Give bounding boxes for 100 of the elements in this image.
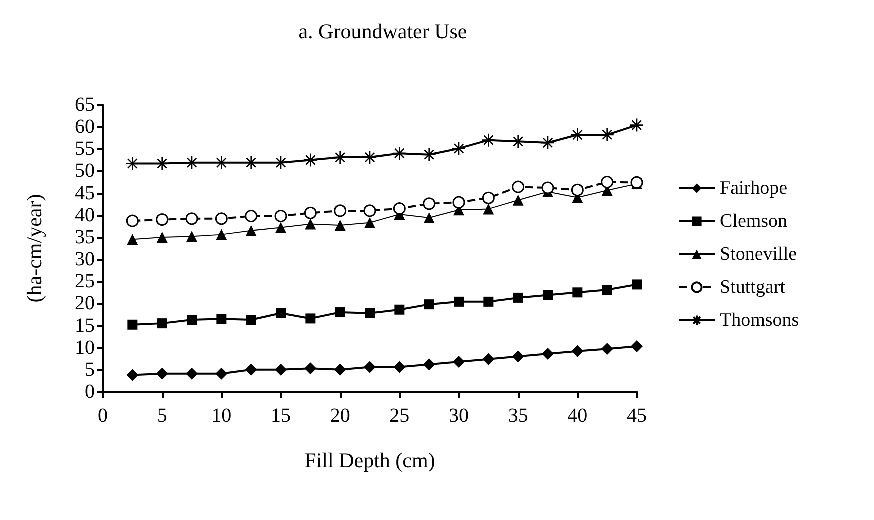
point — [306, 314, 316, 324]
point — [187, 315, 197, 326]
point — [274, 210, 288, 223]
point — [512, 180, 525, 194]
point — [513, 292, 524, 303]
point — [126, 369, 139, 382]
point — [482, 192, 495, 204]
point — [453, 356, 465, 368]
point — [244, 156, 258, 170]
point — [305, 218, 316, 230]
y-tick-label: 40 — [75, 204, 95, 226]
point — [215, 212, 228, 226]
x-tick-label: 45 — [627, 405, 647, 427]
y-tick-label: 35 — [75, 226, 95, 248]
point — [214, 156, 229, 170]
point — [630, 118, 644, 132]
point — [393, 202, 406, 216]
point — [155, 156, 170, 171]
x-tick-label: 20 — [330, 405, 350, 427]
legend-label: Thomsons — [720, 310, 800, 331]
point — [542, 182, 554, 194]
point — [394, 361, 406, 374]
point — [424, 300, 434, 310]
y-tick-label: 20 — [75, 292, 95, 315]
legend-label: Fairhope — [720, 178, 788, 199]
point — [304, 362, 317, 375]
point — [333, 150, 348, 165]
point — [542, 348, 554, 360]
x-tick-label: 35 — [508, 405, 528, 427]
point — [423, 198, 436, 210]
point — [632, 280, 642, 290]
point — [482, 133, 496, 148]
point — [364, 361, 376, 374]
point — [601, 176, 614, 189]
point — [572, 345, 584, 358]
x-axis-title: Fill Depth (cm) — [304, 448, 436, 472]
point — [304, 206, 317, 220]
point — [304, 153, 318, 168]
point — [156, 232, 168, 243]
point — [631, 340, 643, 353]
point — [156, 214, 169, 226]
point — [570, 128, 585, 142]
point — [246, 315, 256, 326]
point — [600, 128, 614, 142]
point — [216, 229, 228, 240]
point — [364, 204, 376, 218]
point — [275, 364, 287, 376]
point — [452, 196, 466, 209]
y-tick-label: 25 — [75, 270, 95, 293]
point — [364, 217, 376, 228]
point — [422, 148, 436, 162]
point — [276, 308, 286, 318]
point — [482, 353, 495, 366]
y-tick-label: 15 — [75, 314, 95, 337]
point — [365, 308, 375, 318]
point — [128, 320, 138, 330]
point — [335, 308, 346, 318]
point — [216, 368, 228, 380]
point — [334, 220, 346, 232]
point — [276, 222, 286, 234]
x-tick-label: 15 — [271, 405, 291, 427]
point — [452, 142, 466, 156]
x-tick-label: 5 — [157, 405, 168, 427]
chart-title: a. Groundwater Use — [298, 20, 468, 44]
point — [392, 146, 407, 161]
point — [186, 212, 198, 226]
point — [571, 184, 584, 196]
point — [186, 368, 198, 380]
point — [572, 288, 583, 298]
x-tick-label: 10 — [212, 405, 232, 427]
point — [511, 134, 526, 149]
point — [246, 225, 257, 236]
legend-label: Stuttgart — [720, 277, 786, 298]
point — [543, 290, 553, 300]
y-tick-label: 65 — [75, 94, 95, 116]
point — [512, 350, 524, 363]
point — [245, 210, 258, 223]
point — [602, 285, 612, 296]
point — [601, 343, 614, 356]
point — [512, 194, 524, 206]
y-tick-label: 10 — [75, 336, 95, 359]
point — [186, 231, 198, 242]
y-tick-label: 0 — [85, 381, 95, 403]
point — [334, 364, 346, 376]
point — [126, 156, 140, 171]
point — [394, 304, 405, 315]
point — [334, 204, 347, 218]
legend-label: Clemson — [720, 211, 788, 232]
y-tick-label: 50 — [75, 160, 95, 182]
point — [630, 176, 644, 189]
point — [216, 314, 227, 324]
point — [454, 296, 464, 307]
y-axis-title: (ha-cm/year) — [22, 194, 46, 303]
point — [484, 296, 494, 307]
point — [483, 204, 494, 215]
legend-label: Stoneville — [720, 244, 798, 265]
point — [424, 212, 435, 224]
x-tick-label: 25 — [390, 405, 410, 427]
point — [423, 358, 436, 371]
point — [127, 234, 138, 246]
